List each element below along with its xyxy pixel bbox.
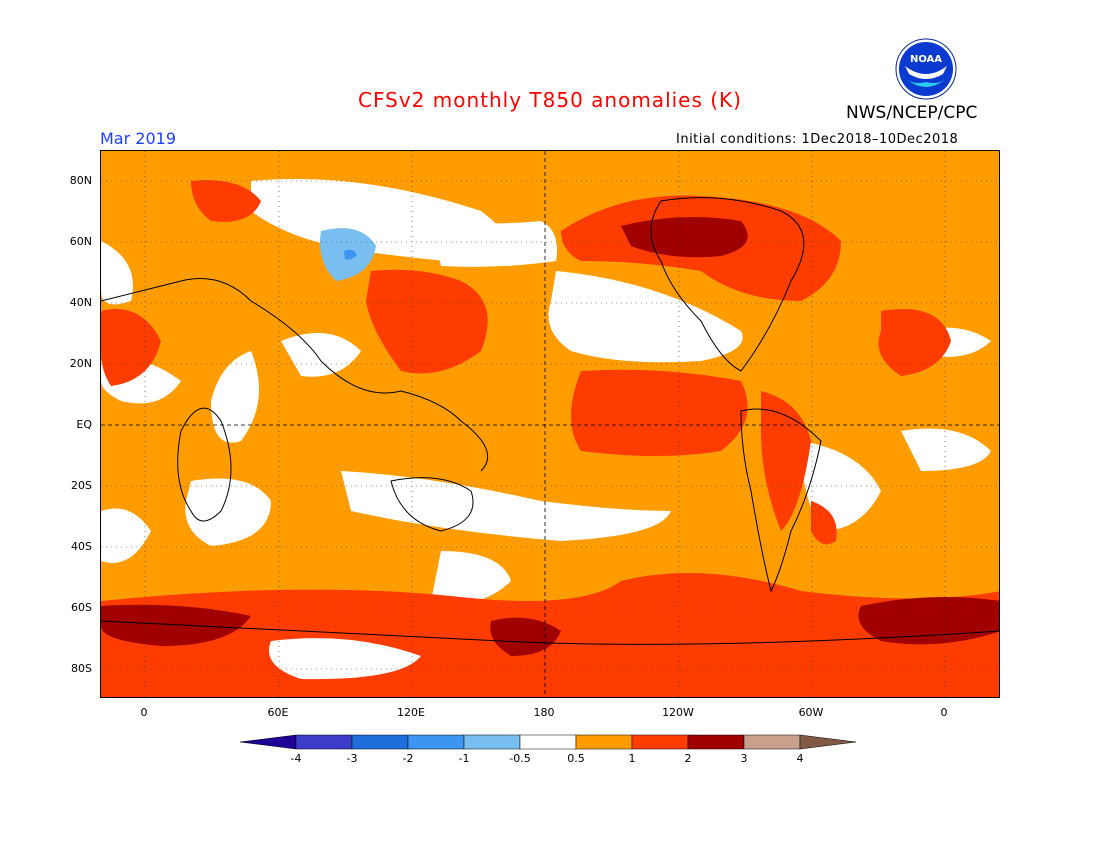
lat-label: 60N <box>69 235 92 248</box>
colorbar-tick-label: 2 <box>684 752 692 765</box>
lat-label: 80S <box>71 662 92 675</box>
lon-label: 60W <box>798 706 824 719</box>
colorbar-segment <box>351 734 409 750</box>
coastlines <box>101 197 999 645</box>
colorbar-tick-label: -0.5 <box>509 752 531 765</box>
colorbar-tick-label: 1 <box>628 752 636 765</box>
colorbar-segment <box>295 734 353 750</box>
map-title: CFSv2 monthly T850 anomalies (K) <box>358 88 742 112</box>
lon-label: 120E <box>397 706 425 719</box>
colorbar-tick-label: 4 <box>796 752 804 765</box>
colorbar-segment <box>519 734 577 750</box>
lat-label: 80N <box>69 174 92 187</box>
colorbar-segment <box>743 734 801 750</box>
colorbar-tick-label: 0.5 <box>567 752 585 765</box>
lat-label: 60S <box>71 601 92 614</box>
noaa-logo: NOAA <box>895 38 957 100</box>
lat-label: 20N <box>69 357 92 370</box>
colorbar-tick-label: -3 <box>346 752 358 765</box>
lat-label: EQ <box>76 418 92 431</box>
lon-label: 60E <box>267 706 289 719</box>
colorbar-segment <box>463 734 521 750</box>
colorbar-segment <box>407 734 465 750</box>
lon-label: 120W <box>662 706 694 719</box>
colorbar-low-extend <box>239 734 297 750</box>
lon-label: 180 <box>533 706 555 719</box>
lon-label: 0 <box>140 706 148 719</box>
grid-lines <box>101 151 999 697</box>
colorbar-segment <box>687 734 745 750</box>
strong-warm-anomaly-regions <box>101 217 999 656</box>
colorbar-tick-label: -4 <box>290 752 302 765</box>
lat-label: 40S <box>71 540 92 553</box>
lon-label: 0 <box>940 706 948 719</box>
colorbar-high-extend <box>799 734 857 750</box>
equator-dateline <box>101 151 999 697</box>
colorbar <box>239 734 860 754</box>
colorbar-tick-label: -2 <box>402 752 414 765</box>
agency-label: NWS/NCEP/CPC <box>846 103 978 123</box>
cool-anomaly-regions <box>320 228 376 281</box>
colorbar-tick-label: 3 <box>740 752 748 765</box>
colorbar-tick-label: -1 <box>458 752 470 765</box>
colorbar-segment <box>575 734 633 750</box>
lat-label: 20S <box>71 479 92 492</box>
forecast-month: Mar 2019 <box>100 129 176 148</box>
lat-label: 40N <box>69 296 92 309</box>
noaa-logo-text: NOAA <box>910 54 942 65</box>
anomaly-map <box>100 150 1000 698</box>
initial-conditions: Initial conditions: 1Dec2018–10Dec2018 <box>676 132 959 147</box>
colorbar-segment <box>631 734 689 750</box>
